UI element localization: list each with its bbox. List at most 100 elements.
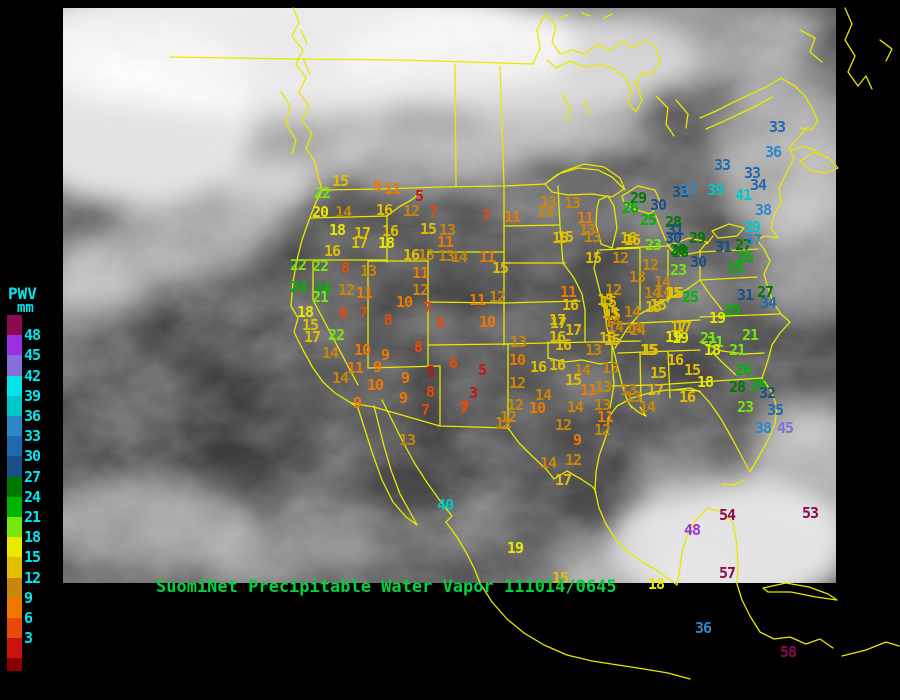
- station-pwv-value: 15: [603, 331, 621, 349]
- legend-tick-label: 12: [24, 568, 41, 587]
- station-pwv-value: 7: [458, 399, 468, 417]
- station-pwv-value: 7: [358, 304, 368, 322]
- station-pwv-value: 14: [603, 313, 621, 331]
- station-pwv-value: 19: [664, 328, 682, 346]
- coast-florida: [672, 377, 778, 473]
- station-pwv-value: 13: [594, 378, 612, 396]
- coast-corner-se: [841, 641, 900, 657]
- legend-swatches: [7, 315, 22, 671]
- station-pwv-value: 17: [353, 224, 371, 242]
- station-pwv-value: 13: [437, 247, 455, 265]
- station-pwv-value: 17: [669, 318, 687, 336]
- island-small-2: [303, 59, 311, 75]
- station-pwv-value: 6: [448, 354, 458, 372]
- border-mn-west: [557, 185, 586, 311]
- station-pwv-value: 28: [728, 378, 746, 396]
- station-pwv-value: 12: [499, 408, 517, 426]
- station-pwv-value: 14: [628, 321, 646, 339]
- legend-tick-label: 39: [24, 386, 41, 405]
- station-pwv-value: 19: [708, 309, 726, 327]
- station-pwv-value: 9: [372, 177, 382, 195]
- station-pwv-value: 13: [509, 333, 527, 351]
- border-wyoming-box: [427, 251, 505, 304]
- station-pwv-value: 24: [289, 278, 307, 296]
- canada-provinces-horizontal: [169, 56, 534, 65]
- station-pwv-value: 18: [647, 575, 665, 593]
- station-pwv-value: 7: [420, 401, 430, 419]
- station-pwv-value: 28: [671, 243, 689, 261]
- station-pwv-value: 48: [683, 521, 701, 539]
- station-pwv-value: 15: [551, 229, 569, 247]
- station-pwv-value: 15: [666, 284, 684, 302]
- lake-connector-1: [654, 213, 669, 247]
- station-pwv-value: 21: [311, 288, 329, 306]
- legend-tick-label: 9: [24, 588, 33, 607]
- station-pwv-value: 9: [372, 358, 382, 376]
- station-pwv-value: 13: [601, 359, 619, 377]
- station-pwv-value: 15: [683, 361, 701, 379]
- station-pwv-value: 36: [694, 619, 712, 637]
- station-pwv-value: 17: [350, 234, 368, 252]
- station-pwv-value: 22: [289, 256, 307, 274]
- station-pwv-value: 16: [402, 246, 420, 264]
- station-pwv-value: 15: [649, 364, 667, 382]
- station-pwv-value: 14: [450, 248, 468, 266]
- station-pwv-value: 13: [624, 388, 642, 406]
- station-pwv-value: 22: [313, 184, 331, 202]
- lake-ontario: [711, 223, 745, 239]
- station-pwv-value: 25: [726, 259, 744, 277]
- station-pwv-value: 7: [428, 203, 438, 221]
- station-pwv-value: 16: [548, 356, 566, 374]
- station-pwv-value: 54: [718, 506, 736, 524]
- legend-swatch: [7, 315, 22, 337]
- station-pwv-value: 13: [593, 396, 611, 414]
- station-pwv-value: 15: [639, 341, 657, 359]
- station-pwv-value: 25: [723, 301, 741, 319]
- station-pwv-value: 40: [436, 496, 454, 514]
- station-pwv-value: 18: [703, 341, 721, 359]
- border-co-nm: [427, 343, 509, 346]
- station-pwv-value: 13: [584, 341, 602, 359]
- station-pwv-value: 15: [556, 228, 574, 246]
- station-pwv-value: 10: [528, 399, 546, 417]
- station-pwv-value: 15: [644, 298, 662, 316]
- station-pwv-value: 14: [566, 398, 584, 416]
- coast-newfoundland: [844, 7, 873, 90]
- station-pwv-value: 5: [414, 187, 424, 205]
- station-pwv-value: 23: [669, 261, 687, 279]
- station-pwv-value: 22: [311, 257, 329, 275]
- station-pwv-value: 26: [621, 199, 639, 217]
- station-pwv-value: 13: [628, 268, 646, 286]
- station-pwv-value: 15: [564, 371, 582, 389]
- page-title: SuomiNet Precipitable Water Vapor 111014…: [156, 577, 617, 597]
- station-pwv-value: 17: [564, 321, 582, 339]
- st-lawrence-north: [699, 77, 782, 119]
- border-ga-sc: [711, 351, 737, 376]
- station-pwv-value: 12: [488, 288, 506, 306]
- station-pwv-value: 23: [644, 236, 662, 254]
- river-mississippi: [593, 249, 633, 409]
- station-pwv-value: 5: [425, 363, 435, 381]
- station-pwv-value: 5: [477, 361, 487, 379]
- hudson-islands: [559, 12, 613, 19]
- station-pwv-value: 34: [759, 294, 777, 312]
- station-pwv-value: 13: [438, 221, 456, 239]
- coast-west-us: [290, 189, 359, 409]
- mississippi-delta: [629, 404, 647, 417]
- station-pwv-value: 13: [578, 221, 596, 239]
- station-pwv-value: 15: [649, 296, 667, 314]
- legend-tick-label: 24: [24, 487, 41, 506]
- legend-swatch: [7, 577, 22, 599]
- station-pwv-value: 15: [641, 341, 659, 359]
- legend-tick-label: 21: [24, 508, 41, 526]
- station-pwv-value: 9: [572, 431, 582, 449]
- station-pwv-value: 15: [551, 569, 569, 587]
- station-pwv-value: 11: [596, 408, 614, 426]
- station-pwv-value: 57: [718, 564, 736, 582]
- border-wa-or: [309, 215, 388, 219]
- legend-tick-label: 15: [24, 548, 41, 567]
- island-nova-scotia: [799, 151, 839, 174]
- border-ne-ks: [503, 300, 581, 304]
- station-pwv-value: 30: [649, 196, 667, 214]
- station-pwv-value: 15: [331, 172, 349, 190]
